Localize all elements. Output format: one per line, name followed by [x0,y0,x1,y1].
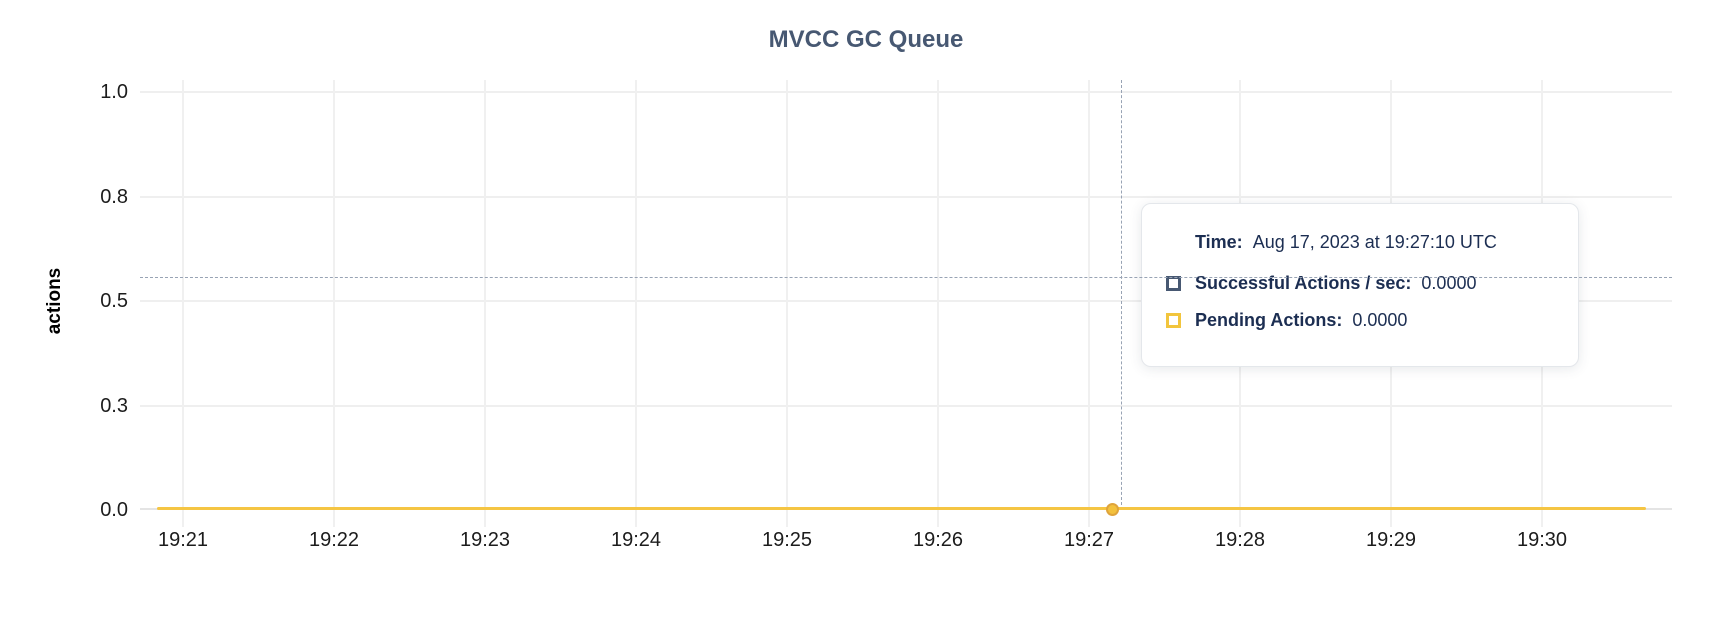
tooltip-time-row: Time: Aug 17, 2023 at 19:27:10 UTC [1195,232,1554,253]
tooltip-series-value-pending-actions: 0.0000 [1352,310,1408,330]
x-tick-label: 19:28 [1214,529,1266,551]
gridline-horizontal [140,195,1672,198]
x-tick-label: 19:24 [610,529,662,551]
x-tick-label: 19:30 [1516,529,1568,551]
legend-swatch-pending-actions [1166,313,1181,328]
chart-tooltip: Time: Aug 17, 2023 at 19:27:10 UTC Succes… [1141,203,1579,367]
gridline-vertical [1088,80,1090,527]
gridline-vertical [333,80,335,527]
y-tick-label: 0.8 [100,185,128,208]
x-tick-label: 19:27 [1063,529,1115,551]
y-tick-label: 1.0 [100,81,128,103]
tooltip-time-value: Aug 17, 2023 at 19:27:10 UTC [1252,232,1497,252]
tooltip-series-row-successful-actions: Successful Actions / sec: 0.0000 [1166,273,1554,294]
crosshair-vertical [1121,80,1122,510]
tooltip-series-row-pending-actions: Pending Actions: 0.0000 [1166,310,1554,331]
tooltip-series-value-successful-actions: 0.0000 [1421,273,1477,293]
hover-point-dot [1106,503,1119,516]
legend-swatch-successful-actions [1166,276,1181,291]
x-tick-label: 19:29 [1365,529,1417,551]
pending-actions-line [157,507,1646,510]
y-tick-label: 0.0 [100,499,128,521]
x-tick-label: 19:25 [761,529,813,551]
tooltip-series-label-successful-actions: Successful Actions / sec: [1195,273,1412,293]
x-tick-label: 19:26 [912,529,964,551]
x-tick-label: 19:23 [459,529,511,551]
y-tick-label: 0.3 [100,394,128,417]
gridline-horizontal [140,300,1672,302]
y-tick-label: 0.5 [100,290,128,312]
tooltip-series-label-pending-actions: Pending Actions: [1195,310,1343,330]
gridline-horizontal [140,404,1672,407]
x-tick-label: 19:22 [308,529,360,551]
gridline-vertical [182,80,184,527]
crosshair-horizontal [140,277,1672,278]
chart-title: MVCC GC Queue [768,26,964,53]
tooltip-time-label: Time: [1195,232,1243,252]
gridline-vertical [635,80,637,527]
gridline-vertical [484,80,486,527]
x-tick-label: 19:21 [157,529,209,551]
gridline-vertical [937,80,939,527]
gridline-horizontal [140,91,1672,93]
gridline-vertical [786,80,788,527]
